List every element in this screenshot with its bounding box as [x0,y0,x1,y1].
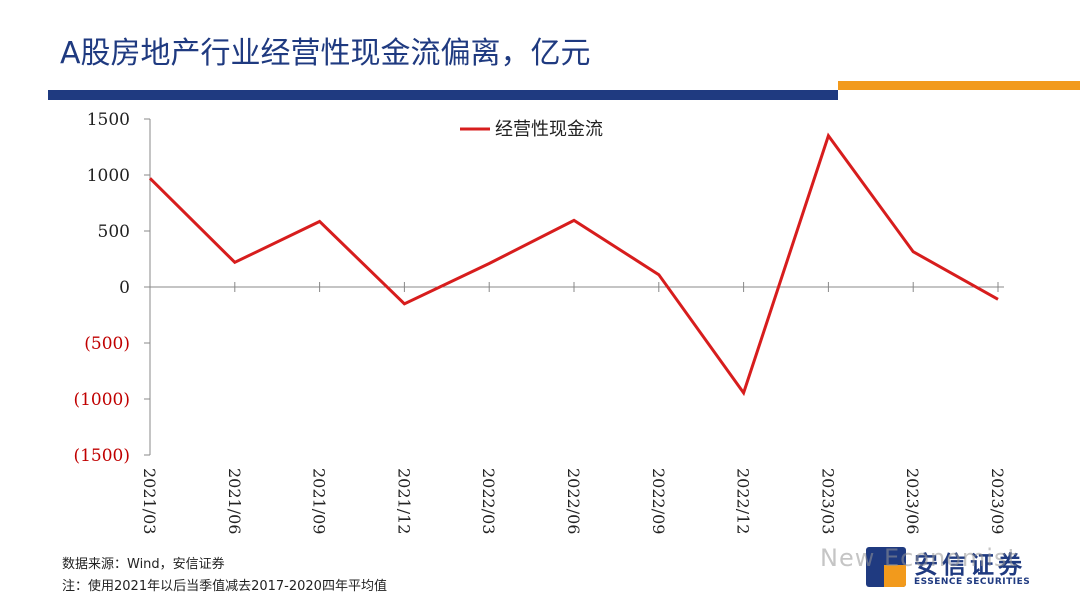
source-note: 数据来源：Wind，安信证券 [62,557,225,572]
essence-securities-logo: 安信证券 ESSENCE SECURITIES [866,545,1052,593]
y-tick-label: 0 [119,278,130,298]
x-tick-label: 2022/09 [649,468,668,534]
x-tick-label: 2021/06 [225,468,244,534]
y-tick-label: (500) [84,334,130,354]
chart-axes [149,119,1004,455]
title-underline-orange [838,81,1080,90]
series-lines [148,132,999,397]
y-tick-label: 1500 [87,110,130,130]
x-tick-label: 2021/09 [310,468,329,534]
logo-english-name: ESSENCE SECURITIES [914,577,1031,587]
method-note: 注：使用2021年以后当季值减去2017-2020四年平均值 [62,579,387,594]
x-axis-ticks: 2021/03 2021/06 2021/09 2021/12 2022/03 2022/… [140,282,1007,534]
x-tick-label: 2022/06 [564,468,583,534]
logo-icon [866,547,906,587]
x-tick-label: 2021/03 [140,468,159,534]
x-tick-label: 2023/03 [818,468,837,534]
series-line [148,132,999,397]
logo-chinese-name: 安信证券 [914,551,1026,579]
y-tick-label: (1000) [73,390,130,410]
y-tick-label: 500 [98,222,130,242]
chart-legend: 经营性现金流 [460,119,603,140]
x-tick-label: 2021/12 [394,468,413,534]
y-tick-label: 1000 [87,166,130,186]
watermark-text: New Economist [820,544,1018,572]
title-underline-blue [48,90,838,100]
page-title: A股房地产行业经营性现金流偏离，亿元 [60,36,591,71]
x-tick-label: 2022/03 [479,468,498,534]
x-tick-label: 2023/09 [988,468,1007,534]
x-tick-label: 2023/06 [903,468,922,534]
y-tick-label: (1500) [73,446,130,466]
legend-label: 经营性现金流 [495,119,603,140]
y-axis-ticks: 1500 1000 500 0 (500) (1000) (1500) [73,110,150,466]
x-tick-label: 2022/12 [734,468,753,534]
